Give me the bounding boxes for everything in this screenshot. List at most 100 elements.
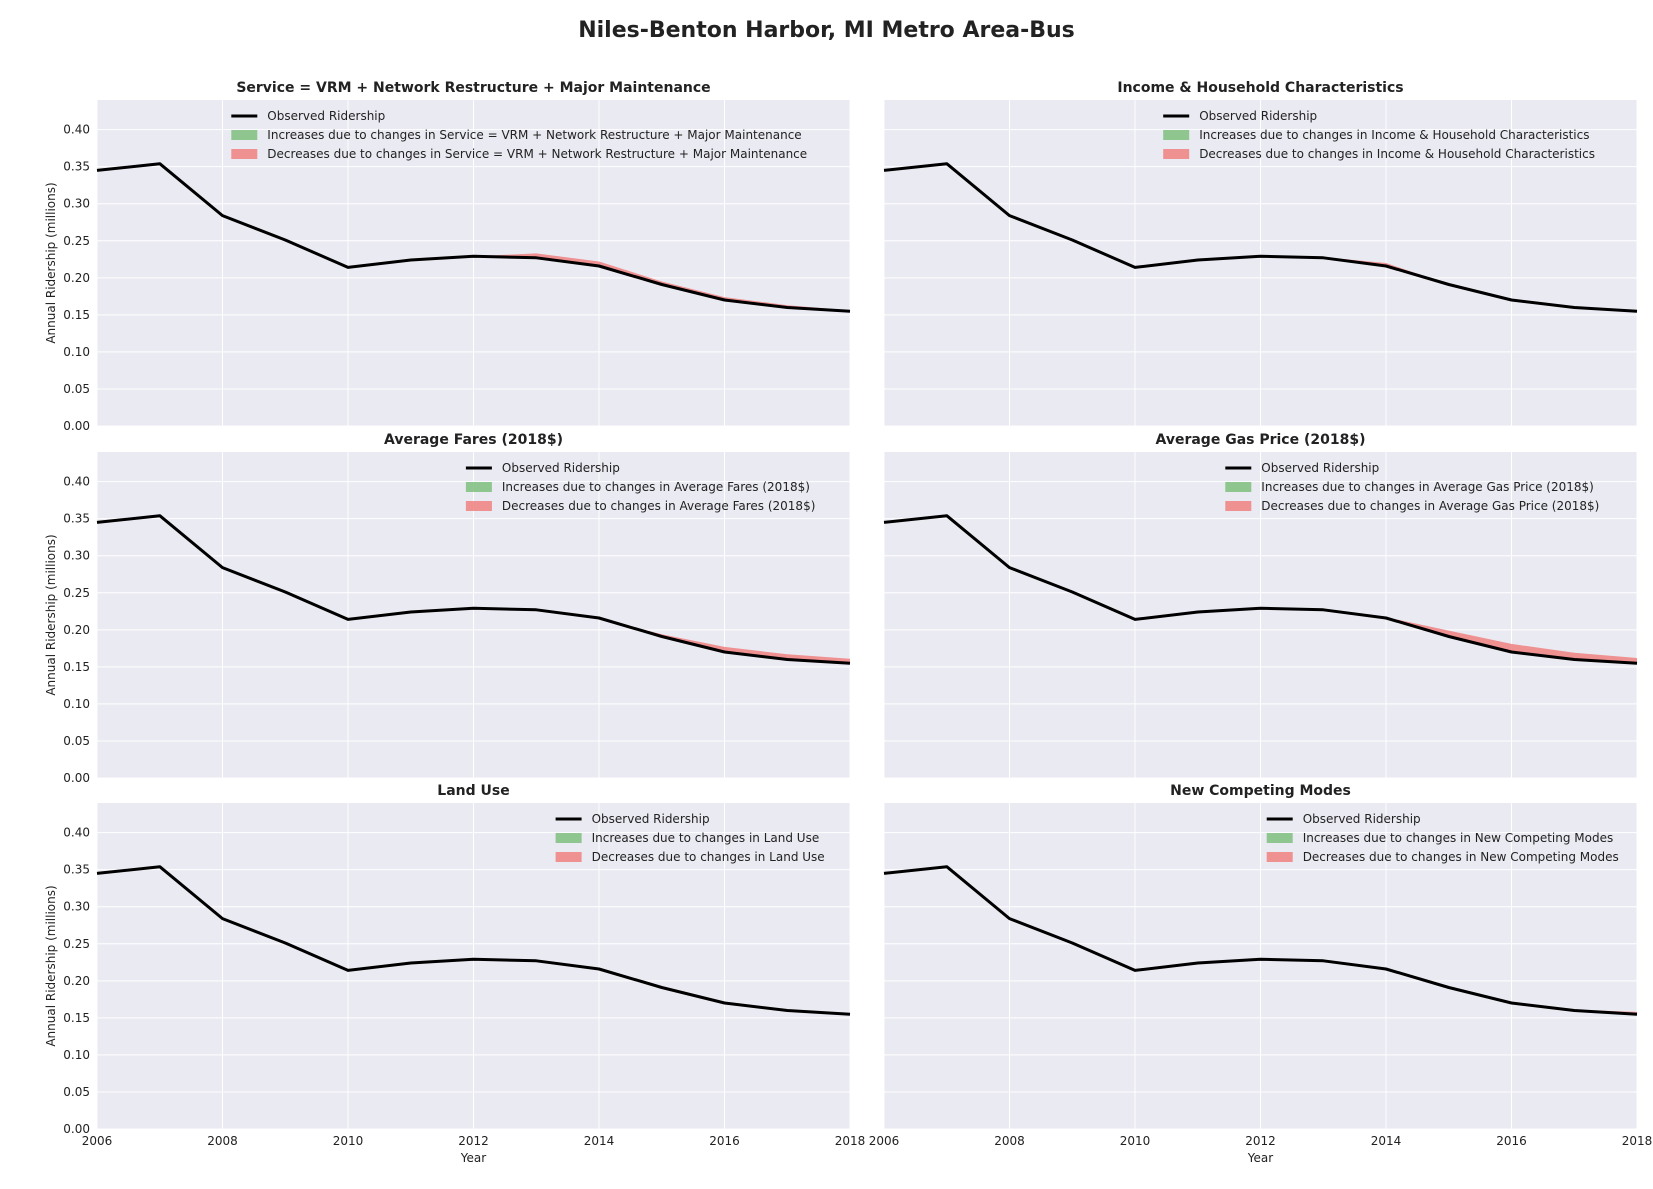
- subplot-title: New Competing Modes: [1170, 783, 1351, 799]
- x-tick-label: 2014: [1371, 1134, 1402, 1148]
- page-title: Niles-Benton Harbor, MI Metro Area-Bus: [578, 18, 1075, 43]
- x-tick-label: 2014: [584, 1134, 615, 1148]
- observed-ridership-line: [96, 514, 851, 665]
- y-tick-label: 0.00: [63, 771, 90, 785]
- subplot-title: Service = VRM + Network Restructure + Ma…: [236, 80, 710, 96]
- legend: Observed Ridership Increases due to chang…: [1163, 109, 1595, 161]
- legend-label: Decreases due to changes in Income & Hou…: [1199, 147, 1595, 161]
- legend-label: Decreases due to changes in Land Use: [592, 850, 825, 864]
- subplot-1: 0.00 0.05 0.10 0.15 0.20 0.25 0.30 0.35 0.40 Serv…: [44, 80, 851, 433]
- subplot-title: Income & Household Characteristics: [1117, 80, 1403, 96]
- x-tick-label: 2012: [1245, 1134, 1276, 1148]
- legend-swatch-increase: [1266, 833, 1293, 843]
- x-tick-label: 2006: [869, 1134, 900, 1148]
- y-tick-label: 0.40: [63, 826, 90, 840]
- legend: Observed Ridership Increases due to chang…: [1225, 461, 1599, 513]
- y-tick-label: 0.10: [63, 345, 90, 359]
- legend-swatch-increase: [465, 482, 492, 492]
- x-tick-label: 2018: [1622, 1134, 1653, 1148]
- legend-label: Increases due to changes in New Competin…: [1303, 831, 1614, 845]
- legend-label: Observed Ridership: [1303, 812, 1421, 826]
- y-tick-label: 0.15: [63, 308, 90, 322]
- y-tick-label: 0.35: [63, 863, 90, 877]
- legend: Observed Ridership Increases due to chang…: [1266, 812, 1619, 864]
- x-axis-label: Year: [1247, 1151, 1273, 1165]
- legend: Observed Ridership Increases due to chang…: [231, 109, 807, 161]
- y-tick-label: 0.20: [63, 623, 90, 637]
- observed-ridership-line: [883, 865, 1638, 1016]
- x-tick-label: 2016: [1496, 1134, 1527, 1148]
- legend-swatch-decrease: [231, 149, 258, 159]
- legend-label: Increases due to changes in Average Fare…: [502, 480, 810, 494]
- subplot-title: Average Gas Price (2018$): [1156, 432, 1366, 448]
- y-tick-label: 0.20: [63, 974, 90, 988]
- x-tick-label: 2012: [458, 1134, 489, 1148]
- y-tick-label: 0.40: [63, 123, 90, 137]
- legend-label: Increases due to changes in Average Gas …: [1261, 480, 1594, 494]
- subplot-title: Average Fares (2018$): [384, 432, 563, 448]
- legend-label: Increases due to changes in Service = VR…: [267, 128, 801, 142]
- legend-swatch-increase: [231, 130, 258, 140]
- observed-ridership-line: [883, 162, 1638, 313]
- x-tick-label: 2016: [709, 1134, 740, 1148]
- y-tick-label: 0.20: [63, 271, 90, 285]
- subplot-6: 2006 2008 2010 2012 2014 2016 2018 New Competin…: [869, 783, 1653, 1165]
- legend: Observed Ridership Increases due to chang…: [465, 461, 816, 513]
- legend-label: Observed Ridership: [502, 461, 620, 475]
- y-tick-label: 0.30: [63, 900, 90, 914]
- x-tick-label: 2008: [994, 1134, 1025, 1148]
- y-tick-label: 0.15: [63, 1011, 90, 1025]
- legend: Observed Ridership Increases due to chang…: [555, 812, 825, 864]
- x-tick-label: 2008: [207, 1134, 238, 1148]
- y-tick-label: 0.10: [63, 1048, 90, 1062]
- y-tick-label: 0.35: [63, 160, 90, 174]
- legend-swatch-decrease: [1266, 852, 1293, 862]
- x-tick-label: 2018: [835, 1134, 866, 1148]
- subplot-4: Average Gas Price (2018$) Observed Riders…: [883, 432, 1638, 779]
- legend-label: Decreases due to changes in Average Fare…: [502, 499, 816, 513]
- y-tick-label: 0.25: [63, 234, 90, 248]
- legend-swatch-decrease: [1163, 149, 1190, 159]
- legend-label: Increases due to changes in Land Use: [592, 831, 820, 845]
- legend-swatch-decrease: [555, 852, 582, 862]
- y-tick-label: 0.40: [63, 475, 90, 489]
- y-tick-label: 0.05: [63, 734, 90, 748]
- legend-swatch-increase: [1163, 130, 1190, 140]
- legend-label: Decreases due to changes in Average Gas …: [1261, 499, 1599, 513]
- y-tick-label: 0.10: [63, 697, 90, 711]
- subplot-2: Income & Household Characteristics Observ…: [883, 80, 1638, 427]
- x-axis-label: Year: [460, 1151, 486, 1165]
- y-tick-label: 0.25: [63, 586, 90, 600]
- observed-ridership-line: [96, 162, 851, 313]
- subplot-title: Land Use: [437, 783, 509, 799]
- y-tick-label: 0.00: [63, 1122, 90, 1136]
- y-axis-label: Annual Ridership (millions): [44, 534, 58, 695]
- legend-label: Observed Ridership: [267, 109, 385, 123]
- y-tick-label: 0.25: [63, 937, 90, 951]
- y-tick-label: 0.00: [63, 419, 90, 433]
- subplot-3: 0.00 0.05 0.10 0.15 0.20 0.25 0.30 0.35 0.40 Aver…: [44, 432, 851, 785]
- y-tick-label: 0.05: [63, 1085, 90, 1099]
- y-tick-label: 0.35: [63, 512, 90, 526]
- x-tick-label: 2006: [82, 1134, 113, 1148]
- subplot-5: 0.00 0.05 0.10 0.15 0.20 0.25 0.30 0.35 0.40 2006…: [44, 783, 865, 1165]
- y-axis-label: Annual Ridership (millions): [44, 182, 58, 343]
- legend-label: Increases due to changes in Income & Hou…: [1199, 128, 1589, 142]
- observed-ridership-line: [883, 514, 1638, 665]
- y-tick-label: 0.30: [63, 549, 90, 563]
- legend-swatch-decrease: [465, 501, 492, 511]
- y-tick-label: 0.05: [63, 382, 90, 396]
- x-tick-label: 2010: [1120, 1134, 1151, 1148]
- legend-swatch-increase: [1225, 482, 1252, 492]
- legend-label: Decreases due to changes in Service = VR…: [267, 147, 807, 161]
- legend-label: Observed Ridership: [1261, 461, 1379, 475]
- legend-swatch-decrease: [1225, 501, 1252, 511]
- x-tick-label: 2010: [333, 1134, 364, 1148]
- legend-swatch-increase: [555, 833, 582, 843]
- legend-label: Observed Ridership: [592, 812, 710, 826]
- legend-label: Decreases due to changes in New Competin…: [1303, 850, 1619, 864]
- y-tick-label: 0.30: [63, 197, 90, 211]
- observed-ridership-line: [96, 865, 851, 1016]
- y-tick-label: 0.15: [63, 660, 90, 674]
